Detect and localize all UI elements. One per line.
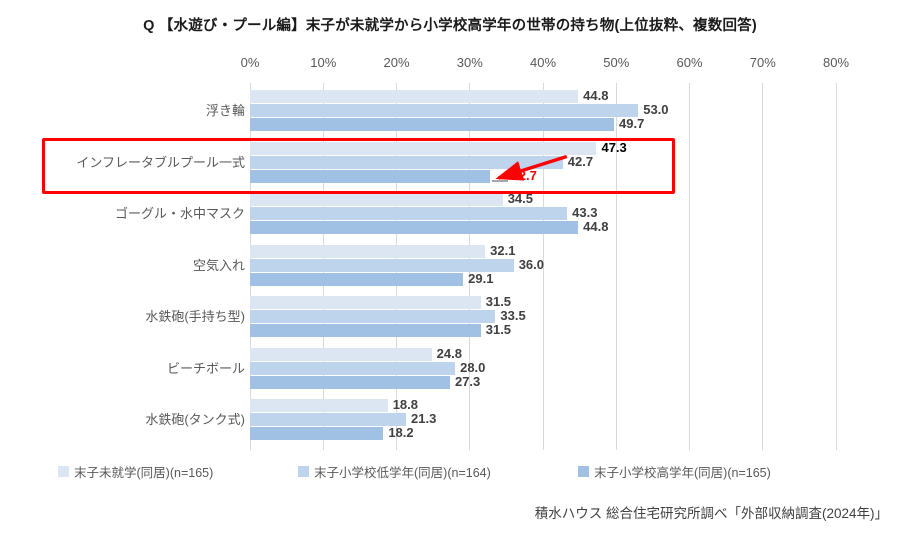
category-label: 水鉄砲(タンク式)	[145, 412, 245, 427]
x-tick-label: 40%	[529, 55, 557, 70]
legend-label: 末子小学校高学年(同居)(n=165)	[594, 465, 771, 480]
bar-value-label: 49.7	[619, 116, 645, 131]
bar	[250, 207, 568, 220]
bar-value-label: 21.3	[411, 411, 437, 426]
category-label: 浮き輪	[205, 103, 245, 118]
bar-value-label: 27.3	[454, 373, 481, 389]
bar	[250, 141, 597, 155]
bar-value-label: 18.8	[392, 397, 419, 412]
bar-value-label: 53.0	[643, 102, 669, 117]
bar	[250, 347, 432, 361]
gridline	[542, 83, 544, 450]
bar	[250, 104, 639, 117]
legend-swatch-icon	[578, 465, 589, 477]
label-leader-line	[491, 180, 508, 182]
category-label: 空気入れ	[192, 257, 245, 273]
bar-value-label: 33.5	[500, 308, 526, 323]
bar-value-label: 29.1	[468, 270, 494, 286]
plot-area	[249, 83, 837, 450]
bar	[250, 375, 450, 389]
x-tick-label: 60%	[676, 55, 703, 70]
gridline	[835, 83, 837, 450]
bar-value-label: 44.8	[583, 88, 609, 103]
gridline	[689, 83, 690, 450]
bar	[250, 244, 486, 258]
bar	[250, 272, 464, 286]
x-tick-label: 0%	[240, 55, 260, 70]
x-tick-label: 70%	[749, 55, 776, 70]
legend-swatch-icon	[298, 465, 309, 477]
bar	[250, 221, 579, 234]
bar-value-label: 28.0	[460, 359, 486, 375]
chart-title: Q 【水遊び・プール編】末子が未就学から小学校高学年の世帯の持ち物(上位抜粋、複…	[143, 18, 757, 34]
bar-value-label: 44.8	[583, 219, 609, 234]
bar-value-label: 32.1	[490, 242, 516, 258]
bar	[250, 169, 490, 183]
legend-label: 末子小学校低学年(同居)(n=164)	[314, 465, 491, 480]
source-note: 積水ハウス 総合住宅研究所調べ「外部収納調査(2024年)」	[534, 506, 888, 521]
category-label: インフレータブルプール一式	[76, 154, 245, 170]
x-tick-label: 30%	[456, 55, 483, 70]
bar-value-label: 47.3	[601, 139, 627, 155]
gridline	[615, 83, 617, 450]
bar-value-label: 36.0	[518, 256, 544, 272]
bar	[250, 155, 563, 169]
x-tick-label: 80%	[822, 55, 850, 70]
bar-value-label: 31.5	[485, 322, 512, 337]
category-label: 水鉄砲(手持ち型)	[145, 309, 245, 324]
bar-value-label: 34.5	[507, 191, 534, 206]
legend-item: 末子小学校高学年(同居)(n=165)	[578, 462, 771, 480]
bar-value-label: 18.2	[388, 425, 414, 440]
bar	[250, 296, 481, 309]
bar	[250, 90, 579, 103]
bar	[250, 118, 615, 131]
bar	[250, 413, 407, 426]
legend-swatch-icon	[58, 465, 69, 477]
legend-label: 末子未就学(同居)(n=165)	[74, 465, 214, 480]
x-tick-label: 10%	[310, 55, 337, 70]
bar-value-label: 42.7	[567, 153, 594, 169]
x-tick-label: 20%	[383, 55, 410, 70]
highlight-box	[42, 137, 675, 194]
bar	[250, 324, 481, 337]
legend-item: 末子未就学(同居)(n=165)	[58, 462, 213, 480]
bar	[250, 399, 388, 412]
bar-value-label: 31.5	[485, 294, 512, 309]
x-tick-label: 50%	[603, 55, 630, 70]
category-label: ビーチボール	[166, 360, 245, 376]
category-label: ゴーグル・水中マスク	[114, 206, 245, 221]
bar-value-label: 24.8	[436, 345, 462, 361]
gridline	[762, 83, 764, 450]
bar	[250, 193, 503, 206]
bar	[250, 258, 514, 272]
bar	[250, 310, 496, 323]
bar	[250, 361, 456, 375]
bar-value-label: 43.3	[572, 205, 598, 220]
legend-item: 末子小学校低学年(同居)(n=164)	[298, 462, 491, 480]
bar	[250, 427, 384, 440]
